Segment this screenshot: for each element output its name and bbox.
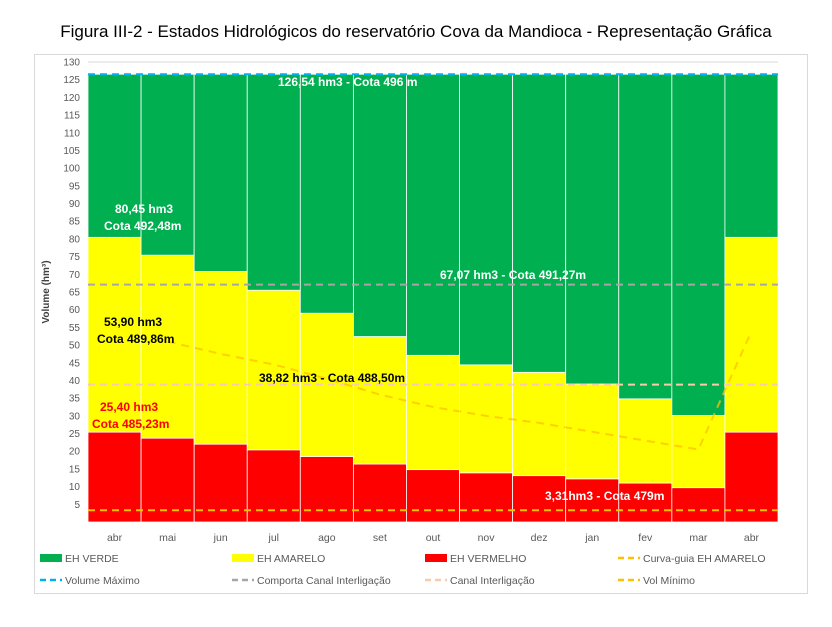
- annotation-label: 25,40 hm3: [100, 400, 158, 414]
- x-tick-label: set: [373, 532, 387, 544]
- bar-eh-vermelho: [193, 443, 248, 523]
- bar-eh-verde: [87, 73, 142, 238]
- legend-swatch: [232, 554, 254, 562]
- bar-eh-verde: [618, 73, 673, 400]
- annotation-label: 80,45 hm3: [115, 202, 173, 216]
- x-tick-label: jan: [584, 532, 599, 544]
- y-tick-label: 35: [69, 394, 81, 405]
- x-tick-label: out: [426, 532, 441, 544]
- x-tick-label: nov: [478, 532, 496, 544]
- annotation-label: Cota 485,23m: [92, 417, 169, 431]
- bar-eh-vermelho: [140, 437, 195, 523]
- y-tick-label: 105: [63, 146, 80, 157]
- annotation-label: 3,31hm3 - Cota 479m: [545, 489, 664, 503]
- chart-frame: [34, 54, 808, 594]
- bar-eh-amarelo: [87, 236, 142, 433]
- bar-eh-amarelo: [406, 354, 460, 471]
- x-tick-label: abr: [744, 532, 760, 544]
- y-tick-label: 60: [69, 305, 81, 316]
- bar-eh-amarelo: [512, 371, 567, 477]
- y-tick-label: 95: [69, 181, 81, 192]
- x-tick-label: mar: [689, 532, 708, 544]
- y-tick-label: 75: [69, 252, 81, 263]
- y-tick-label: 110: [64, 128, 80, 139]
- y-tick-label: 20: [69, 447, 81, 458]
- y-tick-label: 100: [63, 164, 80, 175]
- bar-eh-amarelo: [671, 415, 726, 489]
- bar-eh-verde: [406, 73, 460, 356]
- annotation-label: 67,07 hm3 - Cota 491,27m: [440, 268, 586, 282]
- y-tick-label: 115: [64, 111, 80, 122]
- y-tick-label: 130: [63, 58, 80, 69]
- legend-label: EH VERMELHO: [450, 553, 526, 565]
- bar-eh-verde: [459, 73, 514, 366]
- bar-eh-verde: [140, 73, 195, 256]
- bar-eh-verde: [512, 73, 567, 373]
- y-tick-label: 25: [69, 429, 81, 440]
- bar-eh-vermelho: [724, 431, 779, 523]
- x-tick-label: dez: [531, 532, 548, 544]
- y-tick-label: 50: [69, 341, 81, 352]
- bar-eh-vermelho: [565, 478, 620, 523]
- annotation-label: 38,82 hm3 - Cota 488,50m: [259, 371, 405, 385]
- bar-eh-vermelho: [299, 456, 354, 523]
- y-tick-label: 90: [69, 199, 81, 210]
- x-tick-label: mai: [159, 532, 176, 544]
- bar-eh-amarelo: [459, 364, 514, 474]
- bar-eh-verde: [246, 73, 301, 291]
- y-tick-label: 65: [69, 288, 81, 299]
- legend-label: Volume Máximo: [65, 575, 140, 587]
- legend-swatch: [425, 554, 447, 562]
- bar-eh-amarelo: [352, 336, 407, 465]
- y-tick-label: 120: [63, 93, 80, 104]
- y-tick-label: 125: [63, 75, 80, 86]
- bar-eh-vermelho: [352, 463, 407, 523]
- bar-eh-verde: [565, 73, 620, 385]
- legend-label: EH AMARELO: [257, 553, 325, 565]
- y-tick-label: 55: [69, 323, 81, 334]
- annotation-label: 126,54 hm3 - Cota 496 m: [278, 75, 417, 89]
- bar-eh-amarelo: [618, 398, 673, 484]
- bar-eh-verde: [352, 73, 407, 337]
- y-tick-label: 30: [69, 411, 81, 422]
- bar-eh-verde: [299, 73, 354, 314]
- y-tick-label: 10: [69, 482, 81, 493]
- bar-eh-vermelho: [459, 472, 514, 523]
- bar-eh-verde: [193, 73, 248, 272]
- bar-eh-verde: [724, 73, 779, 238]
- y-tick-label: 40: [69, 376, 81, 387]
- legend-label: Canal Interligação: [450, 575, 535, 587]
- y-tick-label: 15: [69, 464, 81, 475]
- y-tick-label: 45: [69, 358, 81, 369]
- bar-eh-amarelo: [724, 236, 779, 433]
- y-tick-label: 70: [69, 270, 81, 281]
- legend-label: Curva-guia EH AMARELO: [643, 553, 766, 565]
- x-tick-label: fev: [638, 532, 653, 544]
- bar-eh-verde: [671, 73, 726, 416]
- x-tick-label: jul: [268, 532, 280, 544]
- bar-eh-vermelho: [512, 475, 567, 523]
- x-tick-label: abr: [107, 532, 123, 544]
- x-tick-label: jun: [213, 532, 228, 544]
- y-tick-label: 85: [69, 217, 81, 228]
- legend-swatch: [40, 554, 62, 562]
- legend-label: Vol Mínimo: [643, 575, 695, 587]
- annotation-label: Cota 492,48m: [104, 219, 181, 233]
- bar-eh-vermelho: [671, 487, 726, 523]
- bar-eh-vermelho: [406, 469, 460, 523]
- annotation-label: 53,90 hm3: [104, 315, 162, 329]
- y-tick-label: 80: [69, 234, 81, 245]
- legend-label: EH VERDE: [65, 553, 119, 565]
- curva-guia-line: [167, 330, 753, 451]
- legend-label: Comporta Canal Interligação: [257, 575, 391, 587]
- y-axis-label: Volume (hm³): [41, 260, 52, 323]
- chart-title: Figura III-2 - Estados Hidrológicos do r…: [60, 22, 772, 41]
- y-tick-label: 5: [74, 500, 80, 511]
- x-tick-label: ago: [318, 532, 336, 544]
- annotation-label: Cota 489,86m: [97, 332, 174, 346]
- bar-eh-vermelho: [87, 431, 142, 523]
